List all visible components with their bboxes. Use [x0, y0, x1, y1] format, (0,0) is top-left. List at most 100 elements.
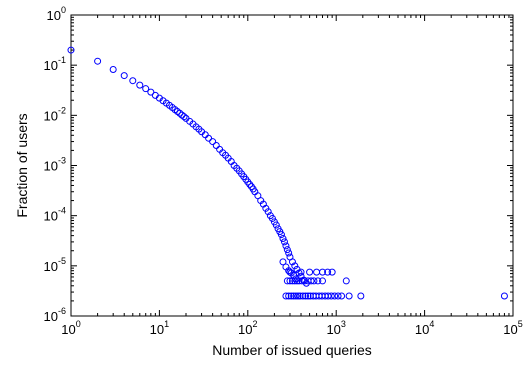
- data-point: [288, 277, 296, 285]
- data-point: [67, 46, 75, 54]
- y-tick-label-exponent: 0: [61, 5, 66, 15]
- y-tick-label-base: 10: [44, 209, 58, 224]
- x-tick-label-exponent: 2: [253, 319, 258, 329]
- data-points: [67, 46, 508, 300]
- x-axis-title: Number of issued queries: [212, 342, 372, 358]
- data-point: [246, 180, 254, 188]
- data-point: [129, 77, 137, 85]
- tick-labels: 100 101 102 103 104 10510-610-510-410-310-210…: [44, 5, 523, 337]
- x-tick-label-base: 10: [415, 322, 429, 337]
- y-tick-label: 10-3: [44, 156, 66, 174]
- data-point: [285, 292, 293, 300]
- data-point: [324, 292, 332, 300]
- data-point: [286, 268, 294, 276]
- x-tick-label: 100: [61, 319, 80, 337]
- y-tick-label: 10-1: [44, 55, 66, 73]
- y-tick-label-exponent: -5: [58, 256, 66, 266]
- x-tick-label-exponent: 4: [429, 319, 434, 329]
- y-tick-label-base: 10: [44, 58, 58, 73]
- y-tick-label-exponent: -4: [58, 206, 66, 216]
- data-point: [296, 292, 304, 300]
- data-point: [293, 277, 301, 285]
- data-point: [209, 138, 217, 146]
- axis-ticks: [70, 14, 514, 317]
- x-tick-label-base: 10: [503, 322, 517, 337]
- data-point: [287, 269, 295, 277]
- x-tick-label-exponent: 1: [164, 319, 169, 329]
- data-point: [279, 235, 287, 243]
- data-point: [136, 81, 144, 89]
- data-point: [297, 268, 305, 276]
- data-point: [331, 292, 339, 300]
- data-point: [180, 113, 188, 121]
- data-point: [299, 292, 307, 300]
- data-point: [338, 292, 346, 300]
- x-tick-label: 104: [415, 319, 434, 337]
- x-tick-label-base: 10: [150, 322, 164, 337]
- data-point: [307, 277, 315, 285]
- data-point: [314, 277, 322, 285]
- y-tick-label-exponent: -6: [58, 306, 66, 316]
- data-point: [302, 292, 310, 300]
- data-point: [205, 134, 213, 142]
- y-tick-label-base: 10: [44, 259, 58, 274]
- data-point: [283, 246, 291, 254]
- x-tick-label: 105: [503, 319, 522, 337]
- x-tick-label-exponent: 3: [341, 319, 346, 329]
- data-point: [282, 242, 290, 250]
- y-tick-label: 10-2: [44, 105, 66, 123]
- data-point: [268, 214, 276, 222]
- y-tick-label-exponent: -2: [58, 105, 66, 115]
- data-point: [304, 292, 312, 300]
- data-point: [277, 231, 285, 239]
- data-point: [142, 85, 150, 93]
- data-point: [283, 277, 291, 285]
- x-tick-label-base: 10: [61, 322, 75, 337]
- y-tick-label-exponent: -3: [58, 156, 66, 166]
- data-point: [279, 258, 287, 266]
- data-point: [291, 262, 299, 270]
- data-point: [285, 249, 293, 257]
- data-point: [292, 292, 300, 300]
- y-tick-label-base: 10: [44, 309, 58, 324]
- y-tick-label: 10-4: [44, 206, 66, 224]
- data-point: [319, 268, 327, 276]
- data-point: [147, 88, 155, 96]
- data-point: [500, 292, 508, 300]
- data-point: [327, 292, 335, 300]
- data-point: [328, 268, 336, 276]
- data-point: [280, 238, 288, 246]
- y-axis-title: Fraction of users: [14, 113, 30, 217]
- data-point: [310, 277, 318, 285]
- data-point: [94, 57, 102, 65]
- data-point: [345, 292, 353, 300]
- x-tick-label-exponent: 5: [518, 319, 523, 329]
- data-point: [176, 109, 184, 117]
- data-point: [342, 277, 350, 285]
- x-tick-label: 102: [238, 319, 257, 337]
- data-point: [109, 65, 117, 73]
- data-point: [324, 268, 332, 276]
- data-point: [291, 277, 299, 285]
- x-tick-label-base: 10: [326, 322, 340, 337]
- y-tick-label: 10-6: [44, 306, 66, 324]
- x-tick-label-base: 10: [238, 322, 252, 337]
- data-point: [120, 72, 128, 80]
- x-tick-label-exponent: 0: [76, 319, 81, 329]
- y-tick-label-base: 10: [44, 159, 58, 174]
- data-point: [282, 292, 290, 300]
- data-point: [313, 268, 321, 276]
- data-point: [287, 292, 295, 300]
- data-point: [288, 258, 296, 266]
- y-tick-label: 100: [47, 5, 66, 23]
- data-point: [264, 208, 272, 216]
- y-tick-label-exponent: -1: [58, 55, 66, 65]
- y-tick-label-base: 10: [47, 8, 61, 23]
- x-tick-label: 103: [326, 319, 345, 337]
- x-tick-label: 101: [150, 319, 169, 337]
- data-point: [286, 277, 294, 285]
- data-point: [357, 292, 365, 300]
- data-point: [334, 292, 342, 300]
- data-point: [294, 292, 302, 300]
